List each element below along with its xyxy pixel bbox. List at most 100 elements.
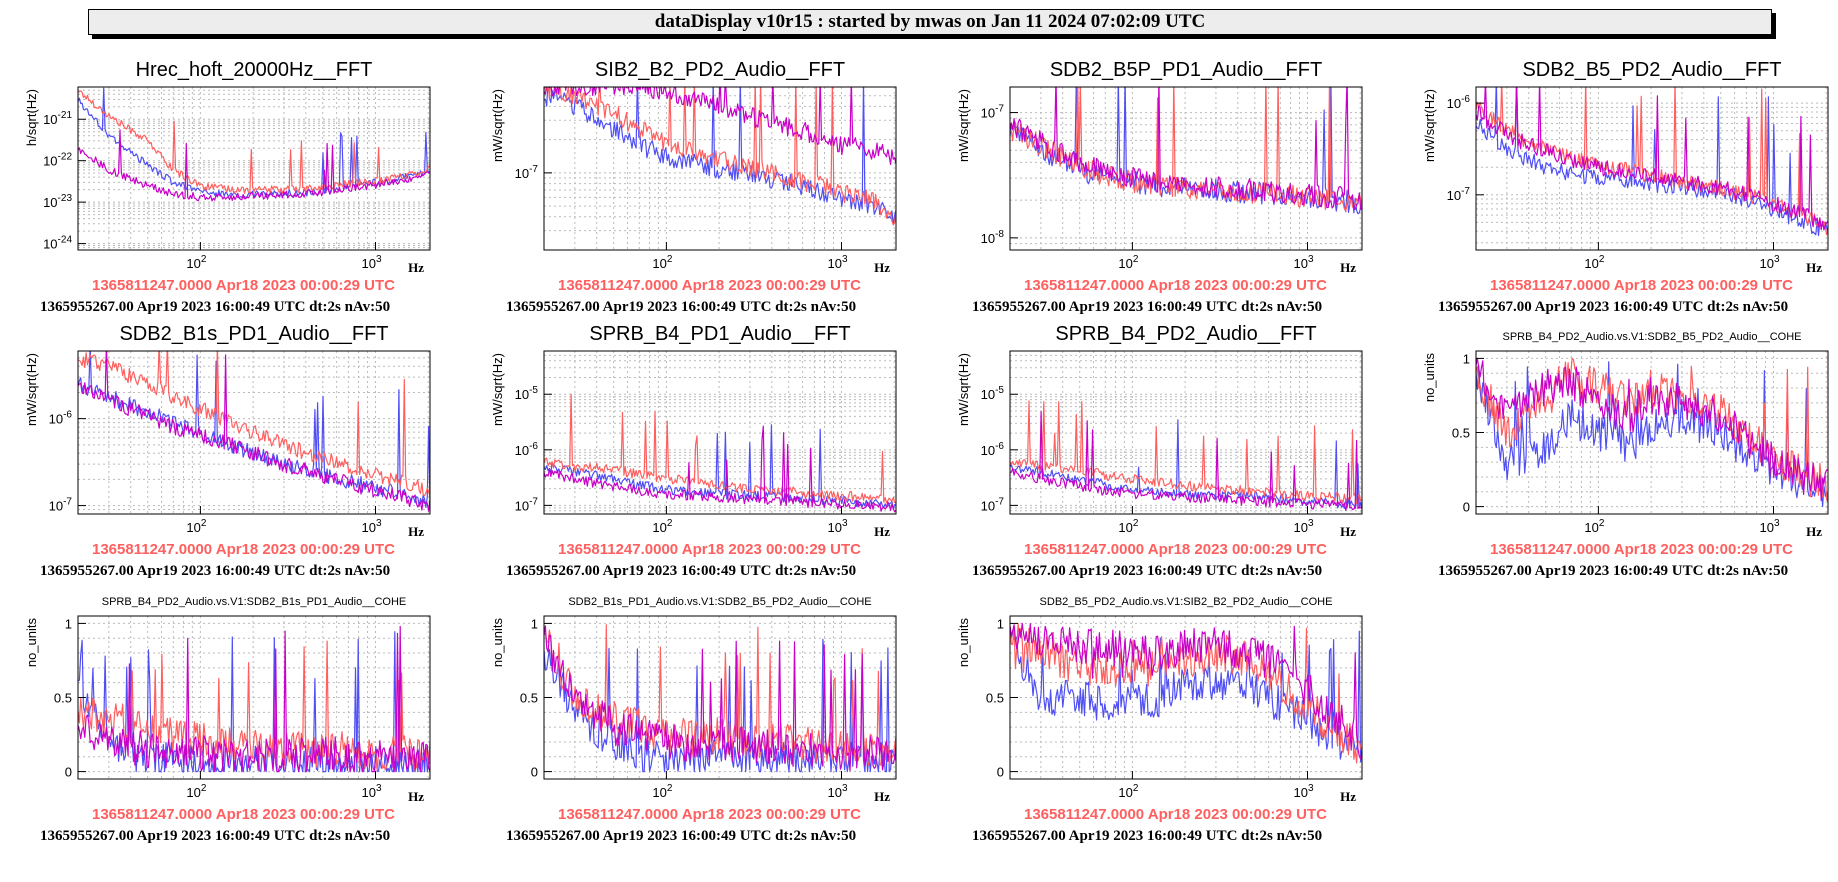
current-time: 1365955267.00 Apr19 2023 16:00:49 UTC dt… [506,828,856,844]
x-tick-exponent: 3 [376,518,382,529]
y-tick-exponent: -22 [58,152,73,163]
plot-grid-lines [543,86,896,251]
plot-grid-lines [1475,351,1828,514]
plot-title: SDB2_B5_PD2_Audio.vs.V1:SIB2_B2_PD2_Audi… [1040,596,1333,608]
x-tick-label: 103 [1293,783,1313,800]
x-unit-label: Hz [874,524,890,539]
y-tick-label: 10-22 [43,152,72,169]
y-tick-label: 10-7 [49,497,73,514]
reference-time: 1365811247.0000 Apr18 2023 00:00:29 UTC [1024,277,1327,294]
y-tick-label: 10-5 [981,385,1005,402]
x-tick-label: 103 [1293,254,1313,271]
series-line [544,87,896,165]
series-group [544,624,896,773]
x-unit-label: Hz [1340,524,1356,539]
plot-title: SPRB_B4_PD1_Audio__FFT [589,323,850,345]
x-tick-label: 102 [186,783,206,800]
y-axis-label: no_units [956,618,971,668]
y-tick-label: 10-23 [43,193,72,210]
series-group [78,87,430,202]
x-tick-exponent: 2 [1133,518,1139,529]
plot-title: SIB2_B2_PD2_Audio__FFT [595,59,845,81]
chart-svg: SDB2_B1s_PD1_Audio__FFT 102 103 Hz 10-7 10-6 m… [24,323,431,579]
y-tick-exponent: -5 [529,385,538,396]
series-line [78,625,430,773]
current-time: 1365955267.00 Apr19 2023 16:00:49 UTC dt… [40,563,390,579]
chart-svg: SPRB_B4_PD2_Audio.vs.V1:SDB2_B1s_PD1_Aud… [24,596,431,844]
plot-grid-lines [1475,87,1828,250]
chart-svg: SIB2_B2_PD2_Audio__FFT 102 103 Hz 10-7 mW/sqr… [490,59,897,315]
y-tick-exponent: -7 [529,164,538,175]
y-tick-exponent: -6 [63,410,72,421]
y-tick-label: 10-21 [43,110,72,127]
x-tick-label: 103 [827,783,847,800]
current-time: 1365955267.00 Apr19 2023 16:00:49 UTC dt… [506,563,856,579]
x-tick-label: 103 [1759,254,1779,271]
y-tick-label: 10-7 [981,104,1005,121]
y-tick-label: 10-8 [981,229,1005,246]
chart-svg: SDB2_B5_PD2_Audio__FFT 102 103 Hz 10-7 10-6 mW… [1422,59,1829,315]
series-line [1010,87,1362,212]
y-tick-exponent: -6 [529,441,538,452]
x-tick-label: 103 [1759,518,1779,535]
y-tick-label: 10-7 [981,496,1005,513]
series-group [1010,622,1362,764]
chart-svg: SPRB_B4_PD2_Audio.vs.V1:SDB2_B5_PD2_Audi… [1422,331,1829,579]
series-line [1010,400,1362,505]
x-tick-exponent: 2 [667,783,673,794]
y-tick-exponent: -7 [63,497,72,508]
series-group [78,625,430,773]
x-tick-exponent: 3 [1308,518,1314,529]
current-time: 1365955267.00 Apr19 2023 16:00:49 UTC dt… [1438,299,1788,315]
reference-time: 1365811247.0000 Apr18 2023 00:00:29 UTC [92,806,395,823]
plot-panel: SPRB_B4_PD2_Audio.vs.V1:SDB2_B1s_PD1_Aud… [0,575,460,857]
x-tick-exponent: 2 [1599,254,1605,265]
y-tick-label: 1 [997,616,1004,631]
y-axis-label: mW/sqrt(Hz) [1422,89,1437,162]
current-time: 1365955267.00 Apr19 2023 16:00:49 UTC dt… [506,299,856,315]
chart-svg: SDB2_B5_PD2_Audio.vs.V1:SIB2_B2_PD2_Audi… [956,596,1363,844]
x-tick-exponent: 2 [201,783,207,794]
y-axis-label: mW/sqrt(Hz) [956,353,971,426]
y-tick-label: 10-7 [1447,186,1471,203]
x-tick-label: 102 [652,518,672,535]
current-time: 1365955267.00 Apr19 2023 16:00:49 UTC dt… [972,563,1322,579]
x-unit-label: Hz [408,260,424,275]
series-line [1010,622,1362,760]
plot-title: SPRB_B4_PD2_Audio__FFT [1055,323,1316,345]
y-tick-exponent: -7 [1461,186,1470,197]
x-tick-exponent: 3 [1308,783,1314,794]
reference-time: 1365811247.0000 Apr18 2023 00:00:29 UTC [558,806,861,823]
y-tick-label: 0.5 [986,691,1004,706]
plot-title: SDB2_B1s_PD1_Audio.vs.V1:SDB2_B5_PD2_Aud… [568,596,871,608]
plot-grid-lines [77,350,430,515]
y-tick-label: 10-24 [43,235,72,252]
chart-svg: SPRB_B4_PD1_Audio__FFT 102 103 Hz 10-7 10-6 10… [490,323,897,579]
y-tick-exponent: -7 [995,104,1004,115]
x-tick-label: 102 [186,254,206,271]
plot-frame [77,350,431,515]
series-group [544,393,896,513]
header-title: dataDisplay v10r15 : started by mwas on … [654,11,1206,32]
current-time: 1365955267.00 Apr19 2023 16:00:49 UTC dt… [972,299,1322,315]
x-tick-label: 102 [186,518,206,535]
plot-panel: SDB2_B1s_PD1_Audio.vs.V1:SDB2_B5_PD2_Aud… [466,575,926,857]
y-tick-exponent: -8 [995,229,1004,240]
series-group [1010,400,1362,511]
y-axis-label: no_units [24,618,39,668]
series-line [1476,357,1828,502]
plot-frame [1475,86,1829,251]
plot-title: SPRB_B4_PD2_Audio.vs.V1:SDB2_B5_PD2_Audi… [1502,331,1801,343]
y-tick-label: 0 [531,765,538,780]
series-line [1476,87,1828,237]
y-tick-exponent: -7 [995,496,1004,507]
y-tick-label: 1 [65,616,72,631]
x-tick-label: 103 [827,254,847,271]
x-tick-label: 103 [361,518,381,535]
x-tick-exponent: 3 [842,783,848,794]
reference-time: 1365811247.0000 Apr18 2023 00:00:29 UTC [558,277,861,294]
plot-grid-lines [1009,351,1362,515]
y-tick-label: 0 [997,765,1004,780]
x-tick-label: 102 [652,254,672,271]
plot-frame [543,350,897,515]
